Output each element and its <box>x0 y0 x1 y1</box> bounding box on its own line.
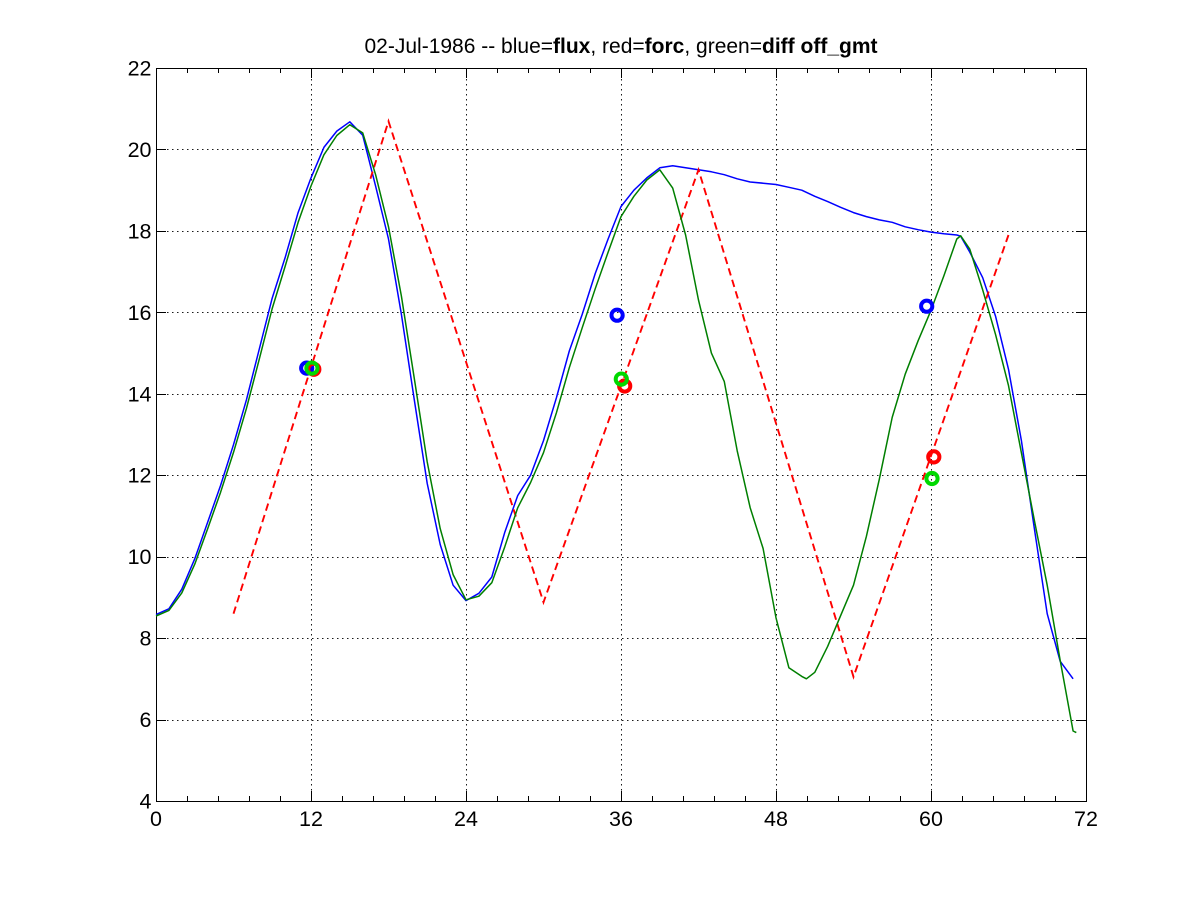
svg-text:24: 24 <box>454 807 478 831</box>
svg-text:14: 14 <box>128 382 152 406</box>
svg-text:12: 12 <box>128 464 152 488</box>
svg-text:16: 16 <box>128 301 152 325</box>
svg-text:48: 48 <box>764 807 788 831</box>
svg-text:12: 12 <box>299 807 323 831</box>
svg-text:10: 10 <box>128 545 152 569</box>
svg-text:36: 36 <box>609 807 633 831</box>
svg-text:20: 20 <box>128 138 152 162</box>
svg-text:72: 72 <box>1074 807 1098 831</box>
svg-text:02-Jul-1986 -- blue=flux, red=: 02-Jul-1986 -- blue=flux, red=forc, gree… <box>365 35 878 58</box>
svg-text:60: 60 <box>919 807 943 831</box>
svg-text:22: 22 <box>128 57 152 81</box>
svg-text:4: 4 <box>140 790 152 814</box>
svg-text:18: 18 <box>128 219 152 243</box>
svg-text:8: 8 <box>140 627 152 651</box>
svg-text:0: 0 <box>150 807 162 831</box>
svg-text:6: 6 <box>140 708 152 732</box>
